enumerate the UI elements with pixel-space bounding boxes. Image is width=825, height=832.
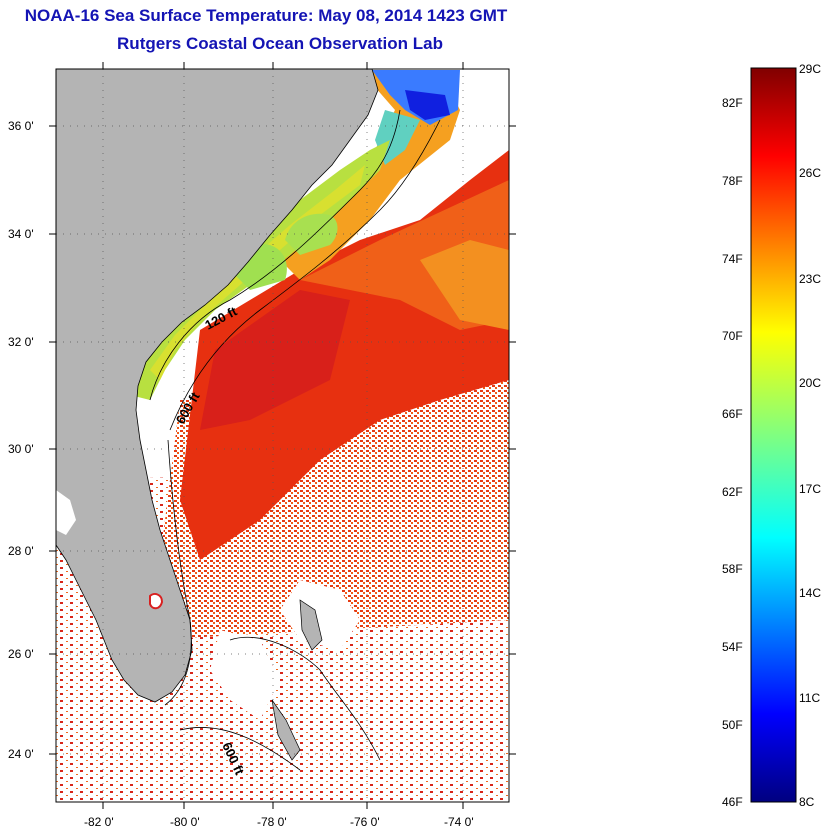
longitude-labels: -82 0' -80 0' -78 0' -76 0' -74 0': [84, 815, 474, 829]
lat-label: 26 0': [8, 647, 34, 661]
map-subtitle: Rutgers Coastal Ocean Observation Lab: [117, 34, 443, 53]
depth-contour-bahamas: [179, 636, 381, 771]
colorbar-f-label: 82F: [722, 96, 743, 110]
colorbar: [750, 67, 797, 803]
lon-label: -78 0': [257, 815, 287, 829]
axis-ticks: [49, 62, 516, 809]
map-area: [56, 69, 509, 802]
colorbar-f-label: 74F: [722, 252, 743, 266]
lat-label: 34 0': [8, 227, 34, 241]
land-mass: [56, 69, 379, 703]
colorbar-f-label: 66F: [722, 407, 743, 421]
colorbar-c-label: 14C: [799, 586, 822, 600]
bahamas-island: [271, 699, 301, 761]
depth-contour-120ft: [149, 109, 401, 401]
colorbar-c-label: 17C: [799, 482, 822, 496]
colorbar-c-label: 8C: [799, 795, 815, 809]
depth-contour-600ft: [164, 119, 441, 706]
colorbar-f-label: 62F: [722, 485, 743, 499]
lat-label: 32 0': [8, 335, 34, 349]
colorbar-c-label: 11C: [799, 691, 821, 705]
colorbar-c-label: 29C: [799, 62, 822, 76]
lon-label: -76 0': [350, 815, 380, 829]
bahamas-island: [149, 593, 164, 610]
lat-label: 30 0': [8, 442, 34, 456]
colorbar-c-label: 23C: [799, 272, 822, 286]
map-frame: [55, 68, 510, 803]
colorbar-f-label: 54F: [722, 640, 743, 654]
colorbar-f-label: 78F: [722, 174, 743, 188]
latitude-labels: 36 0' 34 0' 32 0' 30 0' 28 0' 26 0' 24 0…: [8, 119, 34, 761]
lon-label: -74 0': [444, 815, 474, 829]
colorbar-f-label: 46F: [722, 795, 743, 809]
colorbar-f-label: 70F: [722, 329, 743, 343]
colorbar-c-label: 20C: [799, 376, 822, 390]
land-gulf-coast: [56, 490, 76, 535]
colorbar-c-label: 26C: [799, 166, 822, 180]
lat-label: 36 0': [8, 119, 34, 133]
map-title: NOAA-16 Sea Surface Temperature: May 08,…: [24, 6, 508, 25]
lon-label: -80 0': [170, 815, 200, 829]
colorbar-f-label: 50F: [722, 718, 743, 732]
lat-label: 24 0': [8, 747, 34, 761]
lat-label: 28 0': [8, 544, 34, 558]
bahamas-island: [299, 599, 323, 651]
sst-field: [56, 70, 509, 802]
lon-label: -82 0': [84, 815, 114, 829]
colorbar-f-label: 58F: [722, 562, 743, 576]
